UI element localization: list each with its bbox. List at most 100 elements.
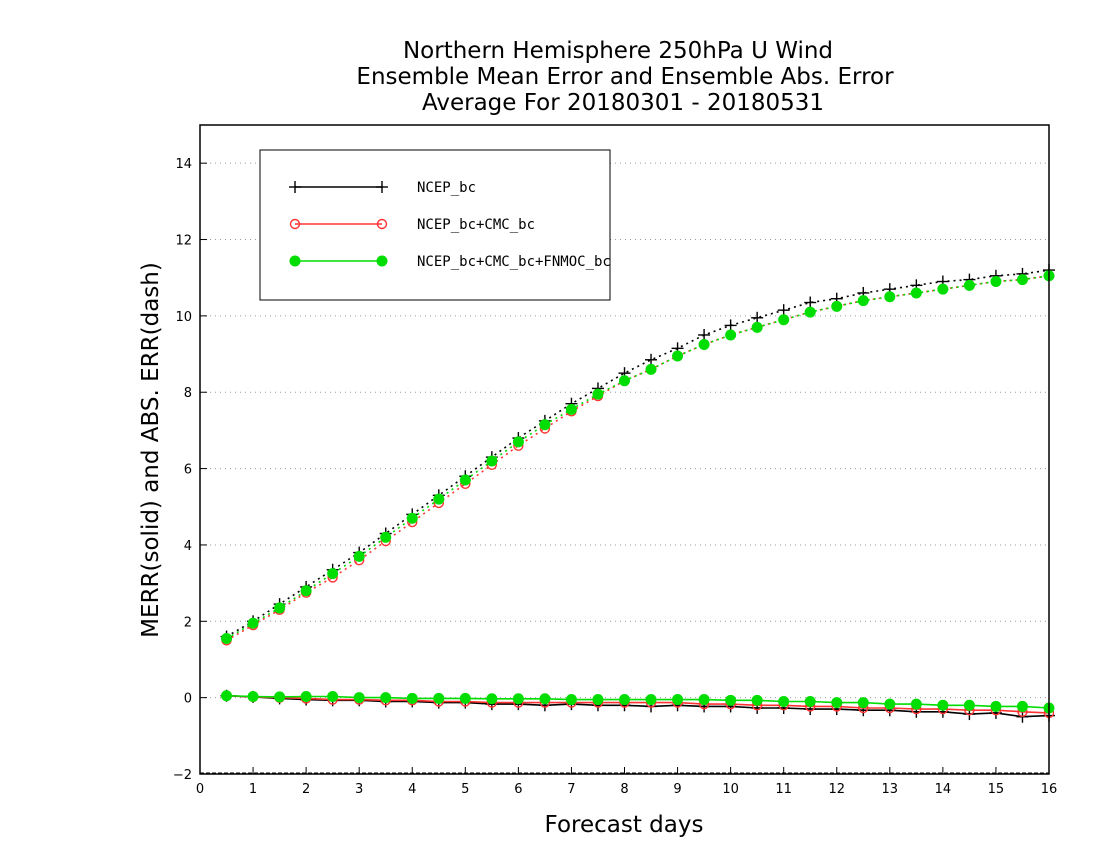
- filled-circle-marker: [884, 698, 896, 710]
- legend: NCEP_bc NCEP_bc+CMC_bc NCEP_bc+CMC_bc+FNMO…: [259, 149, 611, 301]
- filled-circle-marker: [512, 693, 524, 705]
- abs-error-line: [226, 275, 1050, 640]
- filled-circle-marker: [274, 691, 286, 703]
- filled-circle-marker: [380, 531, 392, 543]
- filled-circle-marker: [406, 512, 418, 524]
- x-tick-label: 0: [196, 782, 204, 797]
- x-tick-label: 13: [882, 782, 899, 797]
- filled-circle-marker: [910, 287, 922, 299]
- filled-circle-marker: [963, 699, 975, 711]
- filled-circle-marker: [406, 692, 418, 704]
- x-tick-label: 9: [673, 782, 681, 797]
- filled-circle-marker: [619, 694, 630, 706]
- filled-circle-marker: [1016, 274, 1028, 286]
- filled-circle-marker: [300, 691, 312, 703]
- legend-label: NCEP_bc+CMC_bc: [417, 217, 535, 233]
- filled-circle-marker: [990, 700, 1002, 712]
- filled-circle-marker: [300, 585, 312, 597]
- filled-circle-marker: [247, 691, 259, 703]
- series-ncep-bc-cmc-bc-fnmoc-bc: [221, 270, 1055, 714]
- y-tick-label: −2: [173, 768, 192, 783]
- x-tick-label: 16: [1041, 782, 1058, 797]
- filled-circle-marker: [857, 295, 869, 307]
- y-axis-label: MERR(solid) and ABS. ERR(dash): [138, 262, 164, 638]
- legend-label: NCEP_bc+CMC_bc+FNMOC_bc: [417, 254, 611, 270]
- filled-circle-marker: [725, 329, 737, 341]
- y-tick-label: 14: [175, 157, 192, 172]
- filled-circle-marker: [672, 350, 684, 362]
- filled-circle-marker: [512, 436, 524, 448]
- y-tick-label: 2: [184, 615, 192, 630]
- filled-circle-marker: [725, 694, 737, 706]
- filled-circle-marker: [459, 474, 471, 486]
- y-tick-label: 4: [184, 539, 192, 554]
- filled-circle-marker: [539, 693, 551, 705]
- filled-circle-marker: [831, 300, 843, 312]
- legend-box: [259, 149, 611, 301]
- filled-circle-marker: [289, 255, 301, 267]
- x-tick-label: 5: [461, 782, 469, 797]
- title-line-1: Northern Hemisphere 250hPa U Wind: [403, 38, 833, 64]
- filled-circle-marker: [565, 403, 577, 415]
- open-circle-marker: [289, 218, 301, 230]
- filled-circle-marker: [751, 694, 763, 706]
- filled-circle-marker: [459, 692, 471, 704]
- filled-circle-marker: [247, 617, 259, 629]
- filled-circle-marker: [353, 550, 365, 562]
- y-tick-label: 6: [184, 463, 192, 478]
- filled-circle-marker: [486, 455, 498, 467]
- y-tick-label: 8: [184, 386, 192, 401]
- x-tick-label: 10: [722, 782, 739, 797]
- filled-circle-marker: [539, 419, 551, 431]
- filled-circle-marker: [592, 694, 604, 706]
- gridlines: [200, 162, 1049, 774]
- plus-marker: [724, 319, 737, 332]
- x-tick-label: 8: [620, 782, 628, 797]
- x-tick-label: 15: [988, 782, 1005, 797]
- filled-circle-marker: [645, 694, 657, 706]
- plus-marker: [645, 353, 658, 366]
- filled-circle-marker: [963, 279, 975, 291]
- x-tick-label: 11: [775, 782, 792, 797]
- filled-circle-marker: [778, 314, 790, 326]
- filled-circle-marker: [778, 695, 790, 707]
- filled-circle-marker: [353, 692, 365, 704]
- x-tick-label: 6: [514, 782, 522, 797]
- abs-error-line: [226, 269, 1050, 638]
- plus-marker: [751, 311, 764, 324]
- filled-circle-marker: [698, 339, 710, 351]
- filled-circle-marker: [937, 699, 949, 711]
- series-ncep-bc-cmc-bc: [221, 270, 1055, 719]
- filled-circle-marker: [645, 363, 657, 375]
- plus-marker: [698, 328, 711, 341]
- open-circle-marker: [376, 218, 388, 230]
- filled-circle-marker: [327, 691, 339, 703]
- filled-circle-marker: [990, 276, 1002, 288]
- filled-circle-marker: [804, 695, 816, 707]
- filled-circle-marker: [433, 493, 445, 505]
- title-line-2: Ensemble Mean Error and Ensemble Abs. Er…: [356, 64, 894, 90]
- filled-circle-marker: [884, 291, 896, 303]
- filled-circle-marker: [831, 697, 843, 709]
- y-tick-label: 12: [175, 234, 192, 249]
- filled-circle-marker: [221, 632, 233, 644]
- filled-circle-marker: [592, 388, 604, 400]
- plus-marker: [777, 304, 790, 317]
- filled-circle-marker: [274, 602, 286, 614]
- filled-circle-marker: [327, 568, 339, 580]
- filled-circle-marker: [486, 693, 498, 705]
- x-tick-label: 2: [302, 782, 310, 797]
- legend-label: NCEP_bc: [417, 180, 476, 196]
- filled-circle-marker: [751, 321, 763, 333]
- plus-marker: [804, 296, 817, 309]
- title-line-3: Average For 20180301 - 20180531: [422, 90, 824, 116]
- y-tick-label: 0: [184, 692, 192, 707]
- plot-frame: [199, 124, 1050, 775]
- filled-circle-marker: [376, 255, 388, 267]
- x-tick-label: 12: [828, 782, 845, 797]
- filled-circle-marker: [937, 283, 949, 295]
- filled-circle-marker: [565, 694, 577, 706]
- x-tick-label: 4: [408, 782, 416, 797]
- filled-circle-marker: [910, 698, 922, 710]
- x-axis-label: Forecast days: [545, 812, 704, 838]
